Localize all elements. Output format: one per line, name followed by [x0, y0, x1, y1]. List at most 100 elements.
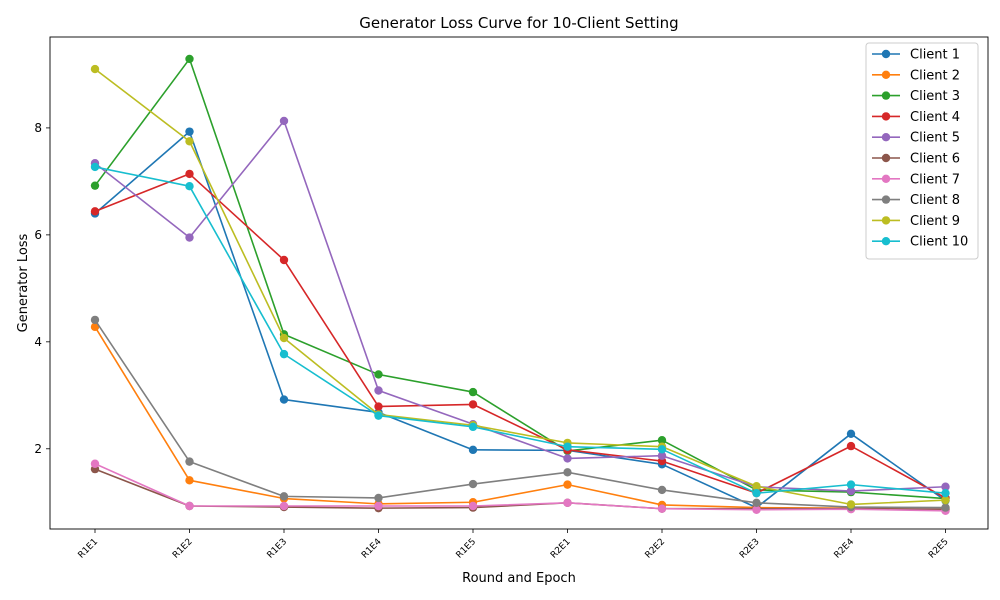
data-point [752, 482, 761, 491]
data-point [846, 500, 856, 509]
data-point [468, 400, 478, 409]
data-point [185, 457, 194, 466]
data-point [90, 459, 100, 468]
data-point [657, 445, 667, 454]
data-point [279, 501, 289, 511]
data-point [941, 482, 950, 491]
data-point [468, 422, 478, 432]
series-3 [90, 54, 950, 503]
legend-label: Client 3 [910, 89, 960, 104]
legend: Client 1 Client 2 Client 3 Client 4 Client 5… [865, 42, 979, 260]
data-point [941, 495, 950, 505]
data-point [185, 54, 194, 64]
legend-marker [881, 91, 891, 100]
legend-marker [881, 195, 891, 204]
data-point [279, 492, 289, 501]
x-tick-label: R1E5 [454, 537, 478, 561]
data-point [374, 411, 383, 420]
legend-entry: Client 3 [872, 89, 960, 104]
data-point [185, 501, 194, 511]
x-tick-label: R1E1 [76, 537, 100, 561]
legend-marker [881, 174, 891, 183]
data-point [563, 498, 572, 507]
legend-marker [881, 237, 891, 246]
data-point [90, 207, 100, 216]
x-tick-label: R2E5 [927, 537, 951, 561]
chart-title: Generator Loss Curve for 10-Client Setti… [359, 14, 678, 32]
legend-entry: Client 9 [872, 214, 960, 229]
data-point [279, 333, 289, 343]
series-layer [90, 54, 950, 516]
data-point [468, 479, 478, 489]
data-point [846, 486, 856, 496]
data-point [468, 387, 478, 397]
series-2 [90, 322, 950, 514]
data-point [90, 315, 100, 325]
legend-entry: Client 8 [872, 193, 960, 208]
legend-entry: Client 5 [872, 131, 960, 146]
data-point [90, 64, 100, 74]
legend-marker [881, 112, 891, 121]
data-point [279, 116, 289, 126]
series-line [94, 319, 946, 509]
data-point [185, 182, 194, 191]
series-line [94, 58, 946, 500]
series-8 [90, 315, 950, 512]
legend-marker [881, 216, 891, 225]
x-tick-label: R2E4 [832, 537, 856, 561]
data-point [90, 322, 100, 332]
legend-label: Client 10 [910, 235, 968, 250]
y-axis: 2 4 6 8 [34, 121, 50, 456]
y-axis-label: Generator Loss [16, 233, 31, 332]
data-point [657, 451, 667, 460]
data-point [563, 480, 572, 489]
legend-entry: Client 10 [872, 235, 968, 250]
data-point [846, 429, 856, 439]
series-line [94, 120, 946, 492]
data-point [374, 386, 383, 395]
y-tick-label: 4 [34, 335, 42, 349]
data-point [752, 498, 761, 507]
y-tick-label: 2 [34, 442, 42, 456]
x-tick-label: R2E3 [738, 537, 762, 561]
data-point [90, 181, 100, 190]
data-point [941, 503, 950, 512]
legend-label: Client 8 [910, 193, 960, 208]
data-point [374, 493, 383, 503]
data-point [279, 395, 289, 404]
legend-entry: Client 4 [872, 110, 960, 125]
x-tick-label: R2E2 [643, 537, 667, 561]
data-point [846, 441, 856, 451]
data-point [279, 255, 289, 265]
data-point [752, 505, 761, 514]
data-point [374, 402, 383, 411]
data-point [657, 436, 667, 445]
legend-marker [881, 133, 891, 142]
data-point [941, 488, 950, 498]
x-axis-label: Round and Epoch [462, 571, 576, 586]
data-point [563, 454, 572, 463]
data-point [468, 501, 478, 511]
y-tick-label: 6 [34, 228, 42, 242]
legend-marker [881, 153, 891, 163]
legend-box [865, 42, 979, 260]
data-point [563, 468, 572, 477]
data-point [752, 488, 761, 498]
series-line [94, 130, 946, 509]
x-tick-label: R1E2 [171, 537, 195, 561]
data-point [185, 137, 194, 146]
x-tick-label: R2E1 [549, 537, 573, 561]
legend-label: Client 1 [910, 48, 960, 63]
legend-marker [881, 70, 891, 80]
series-line [94, 463, 946, 512]
data-point [185, 127, 194, 136]
series-10 [90, 162, 950, 498]
data-point [374, 501, 383, 511]
series-line [94, 68, 946, 506]
legend-label: Client 9 [910, 214, 960, 229]
data-point [90, 162, 100, 172]
series-line [94, 173, 946, 499]
plot-frame [49, 36, 989, 530]
legend-label: Client 7 [910, 172, 960, 187]
